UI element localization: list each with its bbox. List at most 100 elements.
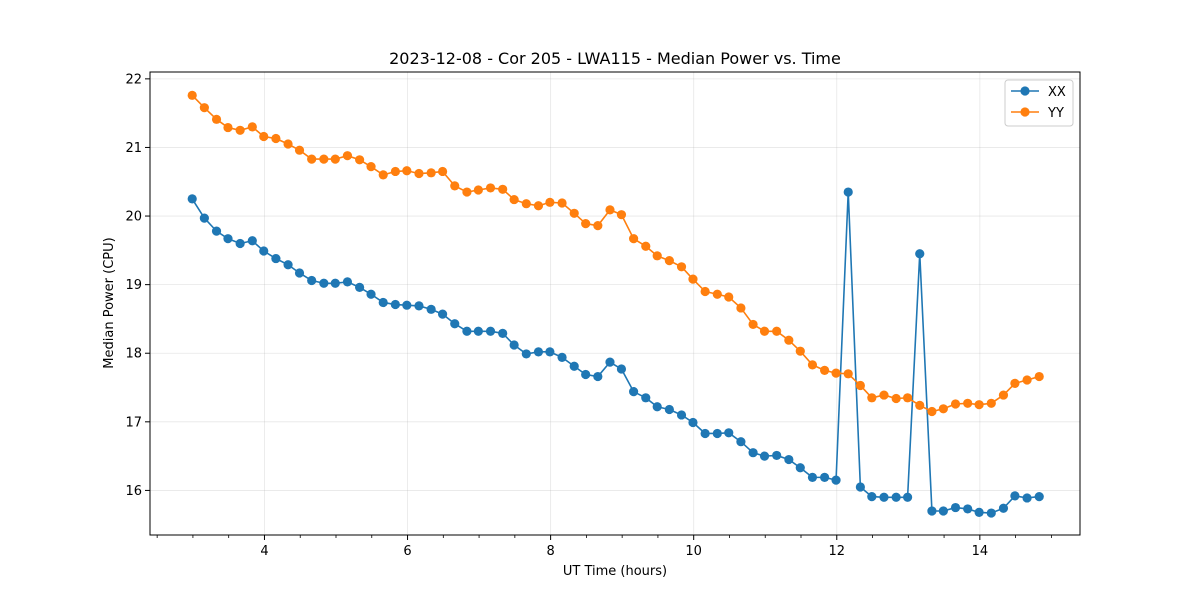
data-point-xx [581, 369, 591, 380]
data-point-yy [259, 131, 269, 142]
legend-label: YY [1047, 106, 1064, 121]
data-point-xx [355, 282, 365, 292]
data-point-yy [294, 145, 305, 155]
data-point-yy [593, 221, 603, 231]
legend-label: XX [1048, 85, 1066, 100]
data-point-yy [950, 399, 961, 409]
x-tick-label: 8 [546, 544, 554, 559]
chart-title: 2023-12-08 - Cor 205 - LWA115 - Median P… [389, 49, 841, 68]
x-tick-label: 4 [260, 544, 268, 559]
data-point-xx [437, 309, 448, 319]
data-point-xx [473, 326, 483, 336]
x-tick-label: 14 [972, 544, 989, 559]
data-point-xx [247, 236, 257, 246]
data-point-xx [211, 226, 222, 236]
data-point-yy [414, 168, 424, 179]
y-tick-label: 18 [125, 347, 142, 362]
data-point-xx [307, 275, 317, 286]
data-point-xx [736, 437, 746, 447]
data-point-xx [521, 349, 531, 359]
data-point-yy [533, 201, 544, 211]
data-point-xx [283, 260, 293, 270]
data-point-yy [998, 390, 1009, 400]
data-point-yy [855, 380, 865, 391]
data-point-xx [390, 299, 400, 310]
data-point-yy [712, 289, 722, 299]
data-point-yy [437, 166, 448, 177]
legend-marker [1020, 107, 1030, 117]
data-point-yy [641, 241, 651, 251]
data-point-yy [390, 166, 400, 177]
data-point-xx [199, 213, 209, 223]
legend-marker [1020, 86, 1030, 96]
data-point-xx [784, 454, 794, 465]
data-point-yy [187, 90, 197, 100]
data-point-yy [462, 187, 472, 197]
data-point-yy [521, 199, 531, 209]
data-point-xx [820, 472, 830, 482]
data-point-yy [616, 210, 627, 220]
y-tick-label: 19 [125, 278, 142, 293]
data-point-yy [605, 205, 615, 215]
data-point-xx [450, 319, 460, 329]
data-point-xx [700, 428, 710, 439]
data-point-yy [784, 335, 794, 345]
data-point-yy [473, 185, 483, 195]
data-point-xx [616, 364, 627, 374]
data-point-xx [676, 410, 687, 420]
data-point-yy [629, 234, 639, 244]
series-layer [187, 90, 1044, 518]
data-point-xx [712, 428, 722, 439]
data-point-xx [902, 492, 913, 502]
data-point-xx [891, 492, 901, 502]
x-tick-label: 6 [403, 544, 411, 559]
data-point-yy [676, 262, 687, 272]
data-point-xx [259, 246, 269, 256]
data-point-xx [557, 352, 567, 362]
data-point-yy [330, 154, 340, 164]
data-point-yy [879, 390, 889, 400]
plot-frame [149, 71, 1081, 536]
data-point-yy [795, 346, 805, 356]
legend-item-yy: YY [1011, 106, 1064, 121]
data-point-yy [223, 122, 233, 133]
data-point-yy [402, 166, 412, 176]
data-point-xx [294, 268, 305, 278]
y-axis-label: Median Power (CPU) [102, 237, 117, 368]
data-point-yy [664, 256, 674, 266]
data-point-xx [938, 506, 948, 516]
y-tick-label: 20 [125, 210, 142, 225]
data-point-xx [915, 249, 925, 259]
series-yy [187, 90, 1044, 417]
data-point-xx [795, 463, 805, 473]
x-tick-label: 10 [685, 544, 702, 559]
data-point-yy [1034, 371, 1044, 382]
data-point-yy [569, 208, 579, 218]
data-point-yy [271, 133, 281, 144]
legend: XX YY [1004, 79, 1074, 127]
data-point-yy [199, 103, 209, 113]
series-xx [187, 187, 1044, 518]
legend-item-xx: XX [1011, 85, 1066, 100]
data-point-xx [807, 472, 818, 482]
data-point-yy [450, 181, 460, 191]
series-line-yy [191, 94, 1040, 413]
y-tick-label: 16 [125, 484, 142, 499]
data-point-xx [867, 491, 877, 502]
data-point-yy [355, 155, 365, 165]
data-point-yy [748, 319, 758, 330]
data-point-xx [366, 289, 376, 299]
data-point-yy [831, 368, 841, 378]
data-point-xx [235, 238, 245, 249]
data-point-xx [533, 347, 544, 357]
data-point-xx [927, 506, 937, 516]
data-point-xx [271, 253, 281, 264]
data-point-xx [1034, 491, 1044, 502]
y-tick-label: 22 [125, 72, 142, 87]
y-tick-label: 21 [125, 141, 142, 156]
data-point-yy [247, 122, 257, 132]
data-point-xx [641, 393, 651, 403]
data-point-yy [1010, 378, 1020, 389]
data-point-yy [307, 154, 317, 164]
data-point-xx [498, 328, 508, 338]
